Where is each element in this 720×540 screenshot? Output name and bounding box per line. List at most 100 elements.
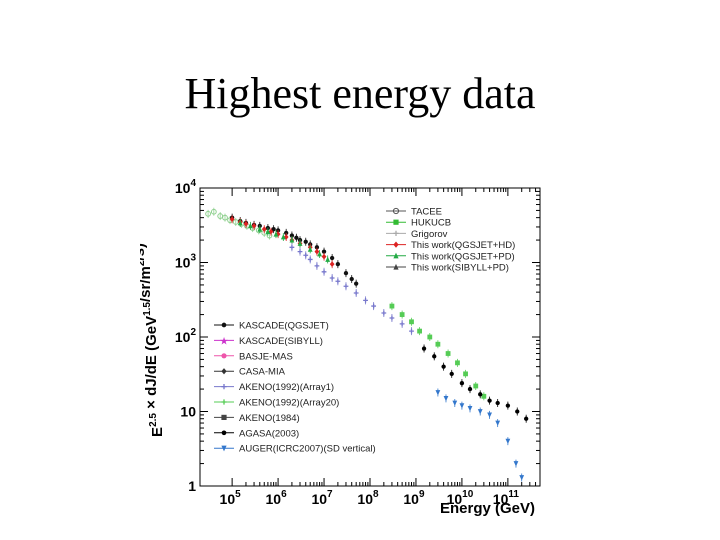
data-point <box>268 228 274 235</box>
data-point <box>289 237 295 243</box>
x-tick-label: 107 <box>311 489 333 507</box>
legend-entry: AKENO(1992)(Array20) <box>214 398 339 409</box>
legend-label: CASA-MIA <box>239 367 286 378</box>
slide-title: Highest energy data <box>184 69 536 118</box>
data-point <box>329 275 335 281</box>
data-point <box>343 270 349 276</box>
data-point <box>409 319 414 325</box>
legend-marker <box>221 445 227 452</box>
data-point <box>449 371 454 377</box>
y-tick-label: 10 <box>180 404 196 420</box>
data-point <box>467 406 473 412</box>
data-point <box>477 409 483 415</box>
x-tick-label: 1010 <box>447 489 474 507</box>
data-point <box>495 420 501 426</box>
data-point <box>381 310 387 316</box>
data-point <box>427 334 433 340</box>
data-point <box>487 412 492 418</box>
data-point <box>495 400 500 406</box>
data-point <box>325 256 331 262</box>
legend-marker <box>393 263 399 270</box>
data-point <box>329 255 335 261</box>
series-7 <box>435 388 525 482</box>
legend-entry: Grigorov <box>386 229 448 240</box>
legend-marker <box>221 368 227 375</box>
data-point <box>335 261 341 267</box>
legend-entry: This work(QGSJET+PD) <box>386 251 515 262</box>
legend-marker <box>393 252 399 259</box>
data-point <box>237 220 243 226</box>
data-point <box>314 245 320 250</box>
y-tick-label: 1 <box>188 478 196 494</box>
x-tick-label: 109 <box>403 489 425 507</box>
data-point <box>467 386 473 392</box>
legend-entry: AKENO(1992)(Array1) <box>214 382 334 393</box>
data-point <box>229 216 235 223</box>
data-point <box>321 249 327 254</box>
data-point <box>289 233 295 238</box>
y-tick-label: 104 <box>175 178 197 196</box>
data-point <box>307 257 313 262</box>
legend-label: BASJE-MAS <box>239 351 293 362</box>
data-point <box>441 364 446 369</box>
series-3 <box>237 218 331 264</box>
series-2 <box>229 215 335 269</box>
x-tick-label: 106 <box>266 489 288 507</box>
legend-label: This work(QGSJET+PD) <box>411 251 515 262</box>
data-point <box>243 220 249 227</box>
data-point <box>307 246 313 252</box>
legend-label: Grigorov <box>411 229 448 240</box>
data-point <box>335 278 341 284</box>
data-point <box>481 393 487 399</box>
data-point <box>210 208 217 215</box>
legend-entry: KASCADE(QGSJET) <box>214 321 329 332</box>
legend-label: KASCADE(SIBYLL) <box>239 336 323 347</box>
data-point <box>371 303 377 309</box>
data-point <box>435 341 441 347</box>
legend-label: TACEE <box>411 207 442 218</box>
legend-marker <box>393 230 399 236</box>
data-point <box>297 249 303 255</box>
data-point <box>289 244 295 250</box>
data-point <box>487 398 492 403</box>
data-point <box>321 269 327 275</box>
data-point <box>445 351 451 356</box>
data-point <box>349 276 354 282</box>
data-point <box>432 354 437 359</box>
legend-marker: ★ <box>219 335 228 347</box>
data-series <box>205 207 529 482</box>
legend-marker <box>393 219 399 225</box>
data-point <box>265 228 271 234</box>
legend-entry: AKENO(1984) <box>214 413 300 424</box>
data-point <box>314 248 320 255</box>
data-point <box>515 409 520 414</box>
legend-label: AKENO(1984) <box>239 413 300 424</box>
data-point <box>417 328 422 334</box>
data-point <box>459 403 465 409</box>
data-point <box>273 231 279 237</box>
data-point <box>297 240 303 246</box>
y-axis-label: E2.5 × dJ/dE (GeV1.5/sr/m2/s) <box>140 243 166 437</box>
data-point <box>363 297 368 303</box>
data-point <box>248 223 253 229</box>
data-point <box>399 312 405 317</box>
data-point <box>463 371 468 377</box>
data-point <box>505 438 511 445</box>
legend-label: AGASA(2003) <box>239 428 299 439</box>
legend-label: This work(QGSJET+HD) <box>411 240 515 251</box>
data-point <box>524 416 529 421</box>
data-point <box>473 383 479 389</box>
data-point <box>353 290 359 296</box>
data-point <box>321 253 327 260</box>
data-point <box>354 281 359 286</box>
axis-ticks <box>200 187 540 487</box>
data-point <box>280 234 286 240</box>
data-point <box>421 346 427 351</box>
legend-entry: BASJE-MAS <box>214 351 293 362</box>
legend-entry: CASA-MIA <box>214 367 286 378</box>
data-point <box>314 263 320 269</box>
data-point <box>452 400 458 406</box>
